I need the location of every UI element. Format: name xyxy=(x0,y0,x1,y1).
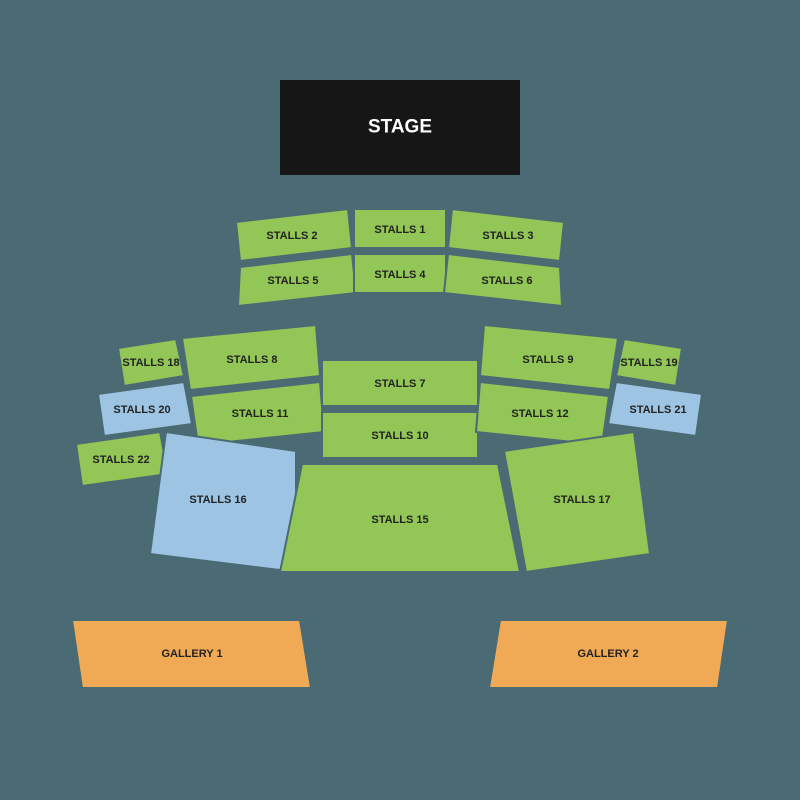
section-label-stalls-22: STALLS 22 xyxy=(92,454,149,466)
section-label-stalls-1: STALLS 1 xyxy=(374,224,425,236)
section-label-stalls-21: STALLS 21 xyxy=(629,404,686,416)
section-label-stalls-10: STALLS 10 xyxy=(371,430,428,442)
section-label-gallery-1: GALLERY 1 xyxy=(161,648,222,660)
section-label-stalls-7: STALLS 7 xyxy=(374,378,425,390)
section-label-stalls-11: STALLS 11 xyxy=(232,408,289,420)
section-label-stalls-15: STALLS 15 xyxy=(371,514,428,526)
section-label-stalls-8: STALLS 8 xyxy=(226,354,277,366)
section-label-stalls-4: STALLS 4 xyxy=(374,269,426,281)
section-label-stalls-17: STALLS 17 xyxy=(553,494,610,506)
section-label-stalls-20: STALLS 20 xyxy=(113,404,170,416)
section-label-stalls-9: STALLS 9 xyxy=(522,354,573,366)
seating-map: STAGE STALLS 2 STALLS 1 STALLS 3 STALLS 5 STA… xyxy=(0,0,800,800)
section-label-stalls-19: STALLS 19 xyxy=(620,357,677,369)
section-label-stalls-6: STALLS 6 xyxy=(481,275,532,287)
section-label-stalls-5: STALLS 5 xyxy=(267,275,318,287)
section-label-stalls-12: STALLS 12 xyxy=(511,408,568,420)
stage-label: STAGE xyxy=(368,117,432,138)
section-label-gallery-2: GALLERY 2 xyxy=(577,648,638,660)
section-label-stalls-2: STALLS 2 xyxy=(266,230,317,242)
section-label-stalls-3: STALLS 3 xyxy=(482,230,533,242)
section-label-stalls-16: STALLS 16 xyxy=(189,494,246,506)
section-label-stalls-18: STALLS 18 xyxy=(122,357,179,369)
